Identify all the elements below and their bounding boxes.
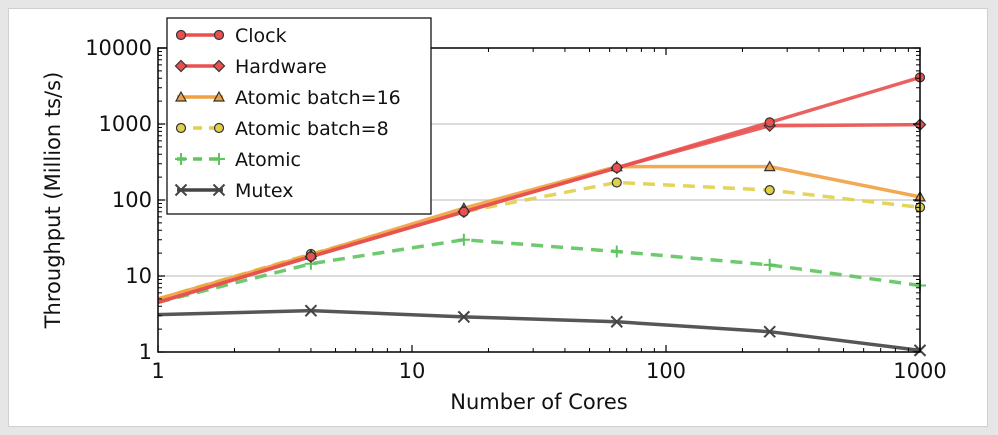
legend-label: Hardware xyxy=(235,56,327,78)
data-point xyxy=(610,245,623,258)
series-atomic-batch-16 xyxy=(157,164,921,301)
y-tick-label: 1 xyxy=(139,340,152,364)
y-axis-label: Throughput (Million ts/s) xyxy=(41,72,65,330)
series-line xyxy=(157,164,921,301)
data-point xyxy=(457,233,470,246)
legend-entry: Atomic xyxy=(175,149,301,171)
legend-entry: Atomic batch=8 xyxy=(175,118,389,140)
y-tick-label: 10 xyxy=(125,264,152,288)
data-point xyxy=(610,315,623,328)
x-tick-label: 1000 xyxy=(893,359,946,383)
data-point xyxy=(174,90,188,102)
data-point xyxy=(764,117,775,128)
data-point xyxy=(174,183,188,197)
x-tick-label: 100 xyxy=(646,359,686,383)
x-axis-label: Number of Cores xyxy=(450,390,628,414)
data-point xyxy=(457,310,471,324)
y-tick-label: 1000 xyxy=(99,112,152,136)
axis-ticks: 1 10 100 1000 10000 1 10 100 1000 xyxy=(85,36,947,383)
data-point xyxy=(763,258,776,271)
legend: Clock Hardware Atomic batch=16 Atomic batch… xyxy=(166,17,432,215)
legend-label: Mutex xyxy=(235,180,293,202)
legend-label: Atomic batch=16 xyxy=(235,87,401,109)
series-layer xyxy=(157,72,927,357)
data-point xyxy=(213,122,225,134)
data-point xyxy=(305,251,317,262)
legend-entry: Hardware xyxy=(174,56,327,78)
data-point xyxy=(212,90,226,102)
data-point xyxy=(212,183,226,197)
series-clock xyxy=(157,75,921,305)
series-atomic xyxy=(157,237,921,305)
legend-entry: Clock xyxy=(175,25,287,47)
data-point xyxy=(764,184,775,196)
data-point xyxy=(763,325,776,338)
data-point xyxy=(175,153,187,165)
series-line xyxy=(157,237,921,305)
data-point xyxy=(458,206,469,217)
y-tick-label: 100 xyxy=(112,188,152,212)
data-point xyxy=(213,153,225,165)
legend-label: Atomic batch=8 xyxy=(235,118,389,140)
x-tick-label: 1 xyxy=(151,359,164,383)
y-tick-label: 10000 xyxy=(85,36,152,60)
legend-label: Atomic xyxy=(235,149,301,171)
data-point xyxy=(174,59,188,73)
series-mutex xyxy=(157,308,921,353)
legend-entry: Atomic batch=16 xyxy=(174,87,401,109)
legend-entry: Mutex xyxy=(174,180,293,202)
data-point xyxy=(213,29,225,41)
x-tick-label: 10 xyxy=(399,359,426,383)
data-point xyxy=(175,122,187,134)
series-line xyxy=(157,75,921,305)
legend-box xyxy=(166,17,432,215)
data-point xyxy=(212,59,226,73)
legend-label: Clock xyxy=(235,25,287,47)
data-point xyxy=(611,162,622,173)
data-point xyxy=(611,177,622,188)
series-line xyxy=(157,308,921,353)
series-markers xyxy=(304,233,926,292)
data-point xyxy=(304,304,318,317)
data-point xyxy=(763,160,776,172)
data-point xyxy=(175,29,187,41)
